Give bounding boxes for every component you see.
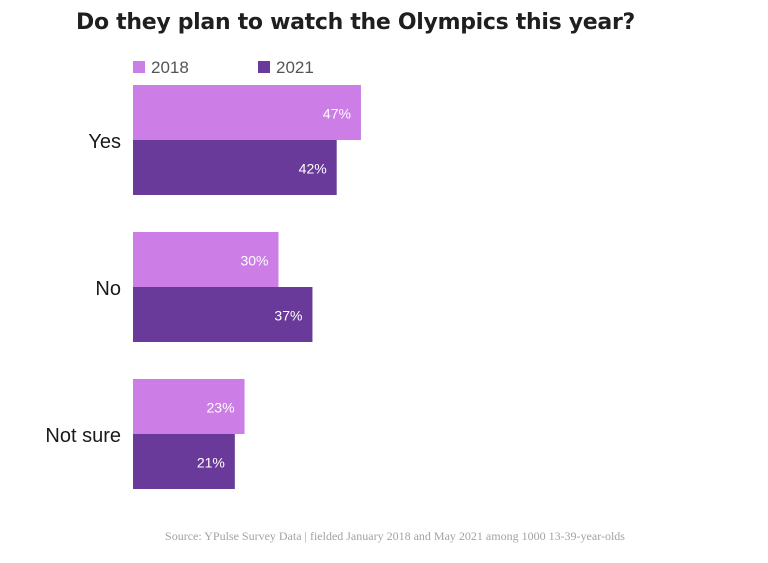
legend-label-2018: 2018 [151,58,189,77]
legend-swatch-2018 [133,61,145,73]
bar-no-2018 [133,232,279,287]
source-text: Source: YPulse Survey Data | fielded Jan… [165,529,625,543]
value-label-no-2018: 30% [240,253,268,269]
value-label-yes-2021: 42% [299,161,327,177]
category-label-not-sure: Not sure [45,425,121,447]
chart-title: Do they plan to watch the Olympics this … [76,10,635,35]
value-label-not-sure-2018: 23% [207,400,235,416]
category-label-no: No [95,278,121,300]
bar-yes-2021 [133,140,337,195]
value-label-yes-2018: 47% [323,106,351,122]
bar-no-2021 [133,287,313,342]
category-label-yes: Yes [88,131,121,153]
bar-not-sure-2018 [133,379,245,434]
legend-swatch-2021 [258,61,270,73]
value-label-no-2021: 37% [274,308,302,324]
bar-yes-2018 [133,85,361,140]
bar-not-sure-2021 [133,434,235,489]
value-label-not-sure-2021: 21% [197,455,225,471]
source-note: Source: YPulse Survey Data | fielded Jan… [0,529,768,544]
legend-label-2021: 2021 [276,58,314,77]
